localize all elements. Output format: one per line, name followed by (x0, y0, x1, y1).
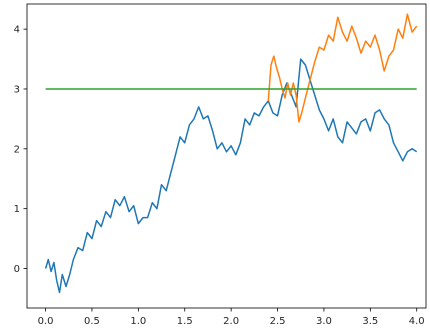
y-tick-label: 4 (14, 25, 20, 36)
y-tick-label: 2 (14, 144, 20, 155)
x-tick-label: 1.0 (130, 316, 146, 327)
y-axis: 0 1 2 3 4 (14, 25, 27, 275)
x-tick-label: 2.5 (270, 316, 286, 327)
x-axis: 0.0 0.5 1.0 1.5 2.0 2.5 3.0 3.5 4.0 (38, 308, 425, 327)
y-tick-label: 3 (14, 84, 20, 95)
x-tick-label: 3.5 (362, 316, 378, 327)
axes-frame (26, 3, 427, 309)
plot-area (44, 13, 418, 294)
x-tick-label: 0.5 (84, 316, 100, 327)
series-line-1 (44, 58, 418, 294)
x-tick-label: 1.5 (177, 316, 193, 327)
y-tick-label: 1 (14, 204, 20, 215)
x-tick-label: 0.0 (38, 316, 54, 327)
series-line-2 (267, 13, 418, 123)
x-tick-label: 2.0 (223, 316, 239, 327)
x-tick-label: 3.0 (316, 316, 332, 327)
x-tick-label: 4.0 (409, 316, 425, 327)
y-tick-label: 0 (14, 264, 20, 275)
